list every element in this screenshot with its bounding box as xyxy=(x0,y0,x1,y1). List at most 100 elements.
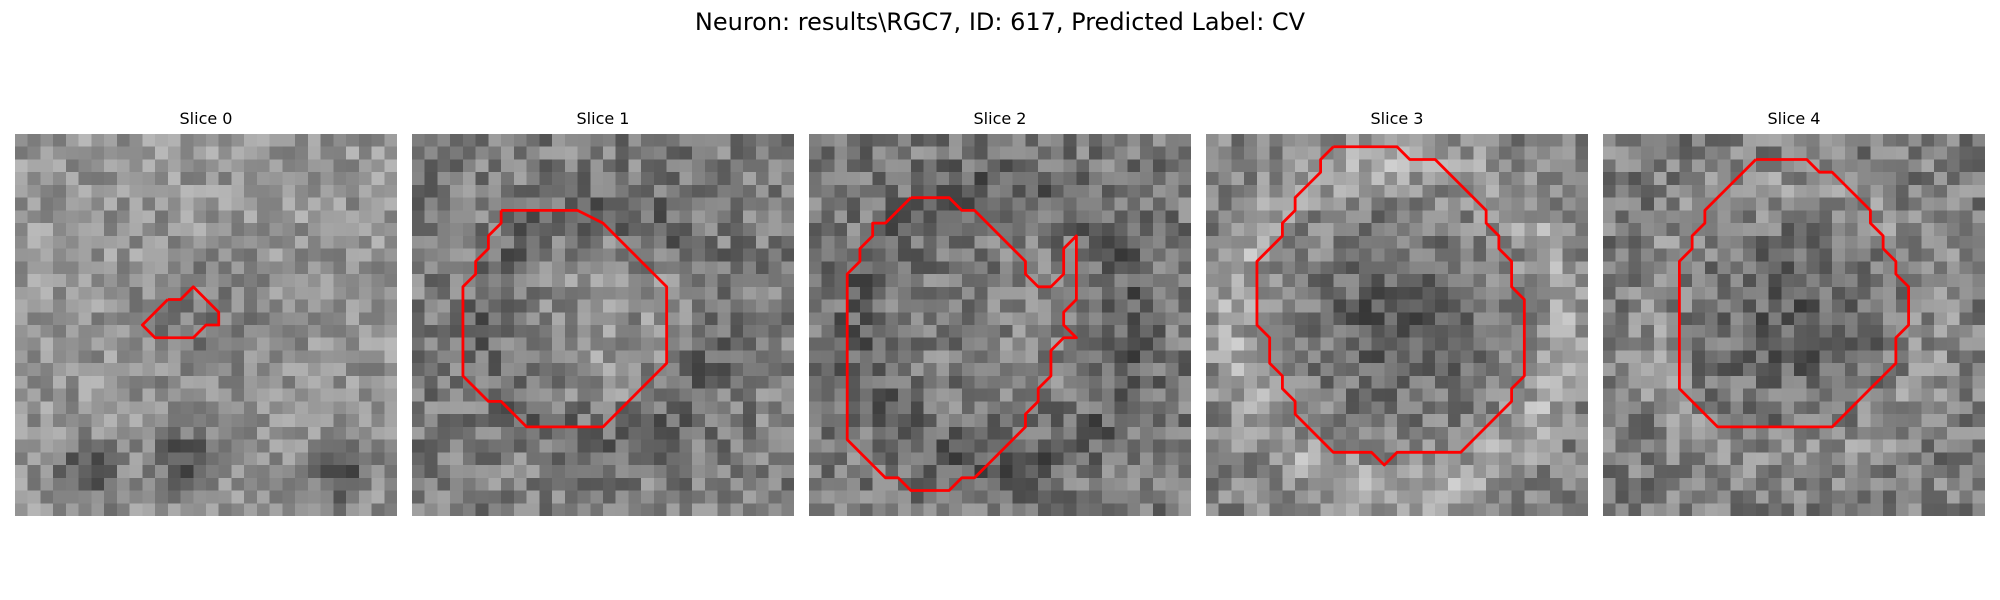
pixel xyxy=(692,414,706,428)
pixel xyxy=(104,490,118,504)
pixel xyxy=(295,210,309,224)
pixel xyxy=(1743,452,1757,466)
pixel xyxy=(1883,401,1897,415)
pixel xyxy=(1409,426,1423,440)
pixel xyxy=(78,210,92,224)
pixel xyxy=(1730,363,1744,377)
pixel xyxy=(1883,490,1897,504)
pixel xyxy=(1000,286,1013,300)
pixel xyxy=(1409,210,1423,224)
pixel xyxy=(1371,375,1385,389)
pixel xyxy=(1946,184,1960,198)
pixel xyxy=(768,172,782,186)
pixel xyxy=(872,388,886,402)
pixel xyxy=(1743,299,1757,313)
pixel xyxy=(320,426,334,440)
pixel xyxy=(307,414,321,428)
pixel xyxy=(666,312,680,326)
pixel xyxy=(1460,172,1474,186)
pixel xyxy=(615,210,629,224)
pixel xyxy=(513,235,527,249)
pixel xyxy=(437,388,451,402)
pixel xyxy=(346,452,360,466)
pixel xyxy=(1358,172,1372,186)
pixel xyxy=(1460,146,1474,160)
pixel xyxy=(910,146,924,160)
pixel xyxy=(1025,197,1039,211)
pixel xyxy=(641,414,655,428)
pixel xyxy=(1050,235,1064,249)
pixel xyxy=(1679,325,1693,338)
pixel xyxy=(1101,159,1115,173)
pixel xyxy=(475,134,489,147)
pixel xyxy=(1473,503,1487,516)
pixel xyxy=(834,401,848,415)
pixel xyxy=(603,337,616,351)
pixel xyxy=(717,325,731,338)
pixel xyxy=(155,325,169,338)
pixel xyxy=(1256,184,1270,198)
pixel xyxy=(1038,477,1052,491)
pixel xyxy=(1256,286,1270,300)
pixel xyxy=(1218,248,1232,262)
pixel xyxy=(1730,414,1744,428)
pixel xyxy=(1063,490,1077,504)
pixel xyxy=(974,299,988,313)
pixel xyxy=(1409,388,1423,402)
pixel xyxy=(1114,401,1128,415)
pixel xyxy=(590,363,604,377)
pixel xyxy=(1934,426,1948,440)
pixel xyxy=(1025,337,1039,351)
pixel xyxy=(641,274,655,288)
pixel xyxy=(424,452,438,466)
pixel xyxy=(1946,248,1960,262)
pixel xyxy=(1603,439,1616,453)
pixel xyxy=(1692,312,1706,326)
pixel xyxy=(949,426,963,440)
pixel xyxy=(552,223,566,237)
pixel xyxy=(1844,223,1858,237)
pixel xyxy=(1435,452,1449,466)
pixel xyxy=(1473,299,1487,313)
pixel xyxy=(1832,184,1846,198)
pixel xyxy=(1806,184,1820,198)
pixel xyxy=(488,274,502,288)
segmentation-contour xyxy=(140,285,221,340)
pixel xyxy=(269,134,283,147)
pixel xyxy=(1883,159,1897,173)
pixel xyxy=(1460,490,1474,504)
pixel xyxy=(1397,426,1410,440)
pixel xyxy=(1012,172,1026,186)
pixel xyxy=(1498,337,1512,351)
pixel xyxy=(1025,414,1039,428)
pixel xyxy=(513,184,527,198)
pixel xyxy=(961,248,975,262)
pixel xyxy=(653,465,667,479)
pixel xyxy=(1524,235,1538,249)
pixel xyxy=(847,184,861,198)
pixel xyxy=(475,439,489,453)
pixel xyxy=(1895,312,1909,326)
pixel xyxy=(193,223,207,237)
pixel xyxy=(1768,426,1782,440)
pixel xyxy=(1717,286,1731,300)
pixel xyxy=(666,274,680,288)
pixel xyxy=(1231,286,1245,300)
pixel xyxy=(1730,325,1744,338)
pixel xyxy=(590,477,604,491)
pixel xyxy=(104,401,118,415)
pixel xyxy=(910,452,924,466)
pixel xyxy=(488,312,502,326)
pixel xyxy=(1114,350,1128,364)
pixel xyxy=(193,248,207,262)
pixel xyxy=(193,350,207,364)
pixel xyxy=(295,426,309,440)
pixel xyxy=(142,414,156,428)
pixel xyxy=(768,439,782,453)
pixel xyxy=(91,159,105,173)
pixel xyxy=(1435,248,1449,262)
pixel xyxy=(628,197,642,211)
pixel xyxy=(501,426,515,440)
pixel xyxy=(847,210,861,224)
pixel xyxy=(859,465,873,479)
